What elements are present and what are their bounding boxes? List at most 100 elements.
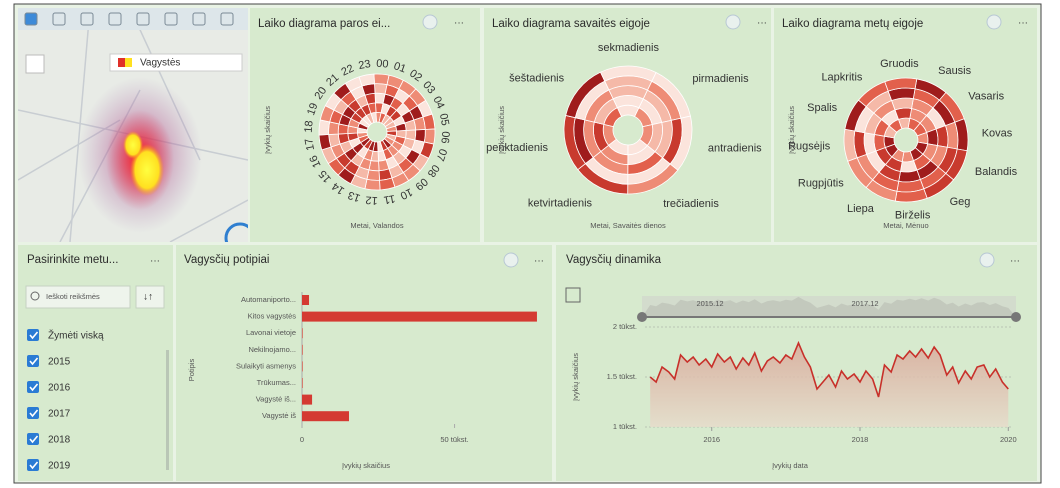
home-button[interactable]	[565, 287, 581, 303]
range-handle[interactable]	[637, 312, 647, 322]
check-mark	[29, 409, 39, 418]
tool-icon[interactable]	[24, 12, 38, 26]
option-label: 2017	[48, 409, 71, 420]
bar	[302, 378, 303, 388]
category-label: Vagystė iš...	[256, 395, 296, 404]
panel-icon[interactable]	[725, 14, 741, 30]
category-label: penktadienis	[486, 142, 548, 154]
option-label: Žymėti viską	[48, 329, 104, 342]
map-toolbar	[18, 8, 248, 30]
y-tick-label: 2 tūkst.	[613, 322, 637, 331]
category-label: Nekilnojamo...	[248, 345, 296, 354]
bar	[302, 328, 303, 339]
check-mark	[29, 331, 39, 340]
y-axis-label: Įvykių skaičius	[571, 353, 580, 401]
checkbox[interactable]	[27, 355, 39, 367]
y-axis-label: Įvykių skaičius	[787, 106, 796, 154]
tool-icon[interactable]	[164, 12, 178, 26]
heat-core	[130, 144, 164, 196]
category-label: 05	[437, 112, 451, 126]
category-label: Automaniporto...	[241, 295, 296, 304]
checkbox[interactable]	[27, 329, 39, 341]
tool-icon[interactable]	[192, 12, 206, 26]
category-label: antradienis	[708, 143, 762, 155]
y-tick-label: 1.5 tūkst.	[607, 372, 637, 381]
category-label: 19	[305, 101, 320, 117]
category-label: 12	[365, 193, 378, 206]
category-label: 14	[330, 180, 347, 197]
category-label: Trūkumas...	[257, 378, 296, 387]
category-label: 17	[303, 137, 317, 151]
category-label: 11	[383, 192, 396, 206]
range-label: 2017.12	[851, 299, 878, 308]
bar	[302, 344, 303, 355]
panel-title: Vagysčių dinamika	[566, 254, 662, 266]
bar	[302, 295, 310, 305]
x-axis-label: Įvykių data	[772, 461, 809, 470]
y-axis-label: Įvykių skaičius	[263, 106, 272, 154]
x-tick-label: 2020	[1000, 435, 1017, 444]
category-label: Sausis	[938, 65, 972, 77]
category-label: Geg	[950, 196, 971, 208]
bar	[302, 361, 303, 372]
category-label: 23	[357, 58, 371, 72]
ring-cell	[318, 119, 331, 136]
map-road	[169, 199, 248, 242]
category-label: 08	[425, 162, 442, 179]
checkbox[interactable]	[27, 381, 39, 393]
menu-dots: ···	[757, 18, 767, 29]
checkbox[interactable]	[27, 433, 39, 445]
checkbox[interactable]	[27, 459, 39, 471]
tool-icon[interactable]	[52, 12, 66, 26]
option-label: 2016	[48, 383, 71, 394]
category-label: 01	[392, 60, 408, 75]
checkbox[interactable]	[27, 407, 39, 419]
range-label: 2015.12	[696, 299, 723, 308]
range-handle[interactable]	[1011, 312, 1021, 322]
category-label: Balandis	[975, 166, 1018, 178]
x-tick-label: 50 tūkst.	[440, 435, 468, 444]
legend-swatch	[125, 58, 132, 67]
menu-dots: ···	[1010, 256, 1020, 267]
ring-cell	[899, 160, 918, 173]
ring-cell	[373, 73, 390, 86]
heat-core	[123, 131, 143, 159]
legend-box	[109, 53, 243, 72]
category-label: Lavonai vietoje	[246, 328, 296, 337]
ring-cell	[423, 128, 436, 145]
ring-cell	[616, 104, 640, 118]
option-label: 2019	[48, 461, 71, 472]
panel-title: Laiko diagrama savaitės eigoje	[492, 18, 650, 30]
category-label: 22	[340, 62, 356, 78]
panel-icon[interactable]	[503, 252, 519, 268]
panel-icon[interactable]	[986, 14, 1002, 30]
bar	[302, 394, 313, 405]
home-button[interactable]	[25, 54, 45, 74]
category-label: šeštadienis	[509, 72, 565, 84]
search-box[interactable]	[25, 285, 131, 309]
tool-icon[interactable]	[108, 12, 122, 26]
panel-icon[interactable]	[422, 14, 438, 30]
category-label: 16	[307, 153, 323, 169]
y-tick-label: 1 tūkst.	[613, 422, 637, 431]
check-mark	[29, 461, 39, 470]
category-label: Liepa	[847, 203, 875, 215]
sort-button[interactable]	[135, 285, 165, 309]
x-tick-label: 0	[300, 435, 304, 444]
y-axis-label: Potipis	[187, 358, 196, 381]
sort-icon: ↓↑	[143, 292, 153, 303]
tool-icon[interactable]	[220, 12, 234, 26]
y-axis-label: Įvykių skaičius	[497, 106, 506, 154]
category-label: pirmadienis	[692, 73, 749, 85]
category-label: Kovas	[982, 127, 1013, 139]
check-mark	[29, 383, 39, 392]
ring-cell	[358, 73, 375, 87]
check-mark	[29, 357, 39, 366]
map-widget	[224, 222, 248, 242]
x-axis-label: Metai, Mėnuo	[883, 221, 928, 230]
series-line	[649, 340, 1009, 398]
tool-icon[interactable]	[80, 12, 94, 26]
panel-icon[interactable]	[979, 252, 995, 268]
tool-icon[interactable]	[136, 12, 150, 26]
panel-title: Pasirinkite metu...	[27, 254, 118, 266]
